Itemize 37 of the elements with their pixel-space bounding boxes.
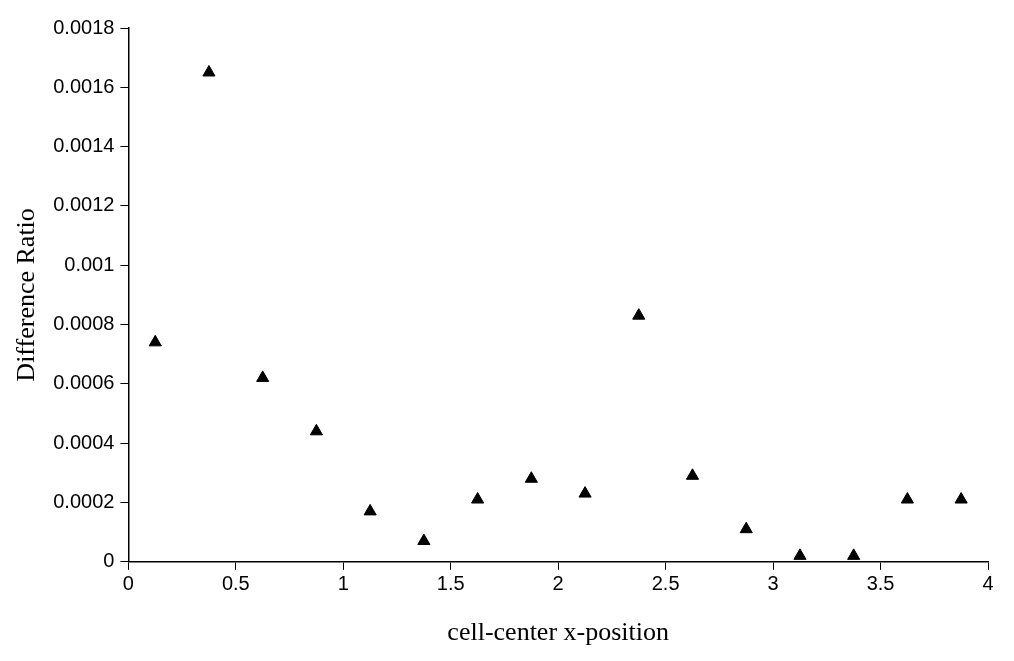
y-tick-label: 0.0006	[53, 371, 115, 394]
x-axis-title: cell-center x-position	[447, 617, 670, 647]
point	[309, 423, 323, 436]
y-tick-label: 0.0008	[53, 312, 115, 335]
x-tick-label: 1	[337, 572, 349, 595]
point	[202, 64, 216, 77]
point	[954, 492, 968, 504]
point	[578, 486, 592, 498]
y-tick-label: 0.0014	[53, 134, 115, 157]
y-axis-title: Difference Ratio	[11, 208, 41, 382]
x-tick-label: 0.5	[221, 572, 250, 595]
x-tick-label: 4	[982, 572, 994, 595]
x-tick-label: 3.5	[866, 572, 895, 595]
point	[524, 471, 538, 483]
y-tick-label: 0.0018	[53, 15, 115, 38]
point	[363, 503, 377, 516]
point	[900, 492, 914, 504]
y-tick-label: 0.0016	[53, 74, 115, 97]
y-tick-label: 0.0002	[53, 490, 115, 512]
x-tick-label: 3	[767, 572, 779, 595]
point	[632, 308, 646, 320]
point	[256, 370, 270, 382]
x-tick-label: 2	[552, 572, 564, 595]
point	[793, 548, 807, 560]
point	[685, 468, 700, 480]
y-tick-label: 0.0012	[53, 193, 115, 216]
x-tick-label: 0	[122, 572, 134, 595]
x-tick-label: 2.5	[651, 572, 680, 595]
point	[739, 521, 753, 534]
point	[471, 492, 485, 504]
point	[417, 533, 431, 546]
point	[148, 334, 162, 347]
x-tick-label: 1.5	[436, 572, 465, 595]
y-tick-label: 0.0004	[53, 430, 115, 453]
y-tick-label: 0	[103, 549, 115, 572]
y-tick-label: 0.001	[64, 252, 115, 275]
point	[847, 548, 861, 560]
